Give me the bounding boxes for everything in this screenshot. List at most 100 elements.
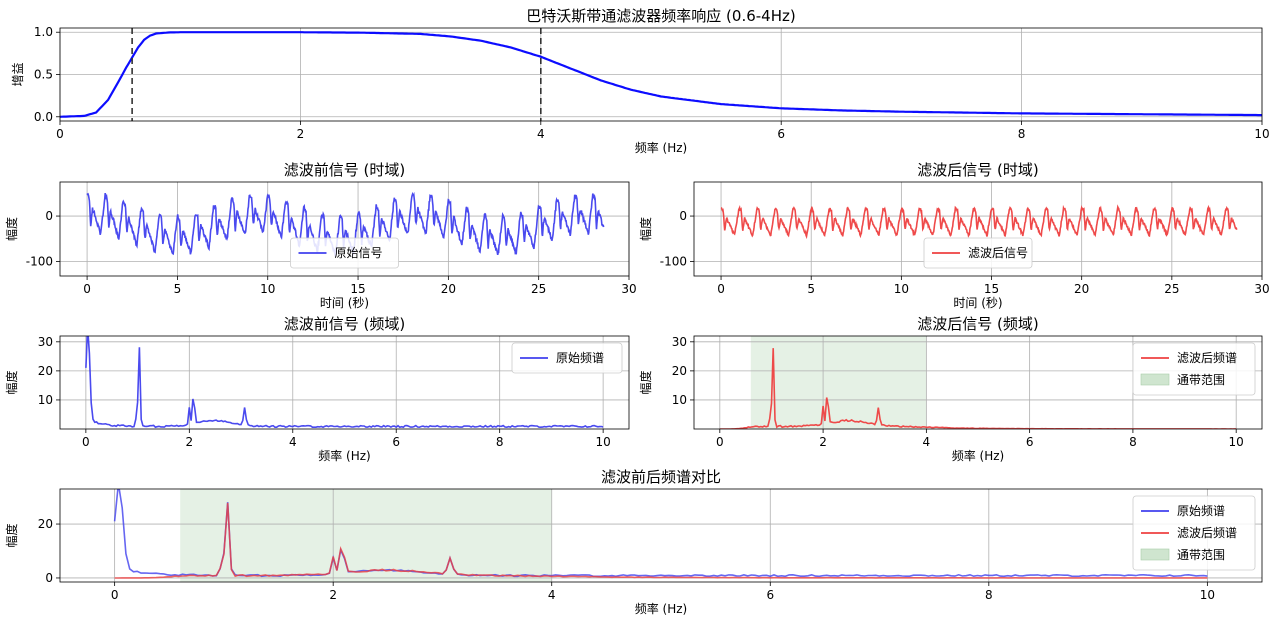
x-tick-label: 8 bbox=[1018, 127, 1026, 141]
chart-title: 滤波前后频谱对比 bbox=[601, 468, 721, 486]
series-group bbox=[85, 336, 604, 429]
legend-label: 原始频谱 bbox=[556, 351, 604, 365]
x-tick-label: 0 bbox=[111, 588, 119, 602]
chart-title: 滤波后信号 (频域) bbox=[917, 315, 1038, 333]
y-tick-label: 0.0 bbox=[34, 110, 53, 124]
x-tick-label: 0 bbox=[716, 435, 724, 449]
legend-box bbox=[290, 237, 399, 269]
x-axis-label: 频率 (Hz) bbox=[635, 601, 688, 616]
x-tick-label: 2 bbox=[819, 435, 827, 449]
series-line bbox=[114, 502, 1208, 579]
series-line bbox=[720, 204, 1238, 240]
legend-box bbox=[923, 237, 1033, 269]
series-line bbox=[60, 31, 1262, 118]
x-tick-label: 30 bbox=[1254, 282, 1269, 296]
legend-swatch bbox=[1140, 548, 1170, 561]
legend-label: 原始频谱 bbox=[1177, 504, 1225, 518]
y-axis-label: 幅度 bbox=[4, 370, 19, 394]
legend-label: 通带范围 bbox=[1177, 373, 1225, 387]
x-tick-label: 4 bbox=[548, 588, 556, 602]
series-line bbox=[85, 336, 604, 429]
passband-region bbox=[750, 336, 927, 429]
x-tick-label: 20 bbox=[441, 282, 456, 296]
x-tick-label: 10 bbox=[260, 282, 275, 296]
x-axis-label: 时间 (秒) bbox=[320, 296, 369, 310]
x-tick-label: 0 bbox=[56, 127, 64, 141]
y-tick-label: 30 bbox=[38, 335, 53, 349]
x-tick-label: 2 bbox=[329, 588, 337, 602]
plot-frame bbox=[59, 488, 1263, 583]
x-tick-label: 15 bbox=[350, 282, 365, 296]
series-line bbox=[86, 191, 605, 258]
chart-panel-1: 0 2 4 6 8 10 0.0 0.5 1.0 巴特沃斯带通滤波器频率响应 (0.6-4Hz) 频… bbox=[11, 7, 1270, 155]
x-tick-label: 15 bbox=[984, 282, 999, 296]
legend-label: 滤波后信号 bbox=[968, 246, 1028, 260]
x-tick-label: 10 bbox=[1200, 588, 1215, 602]
x-tick-label: 25 bbox=[1164, 282, 1179, 296]
y-axis-label: 幅度 bbox=[638, 370, 653, 394]
y-axis-label: 幅度 bbox=[4, 523, 19, 547]
legend: 原始信号 bbox=[290, 237, 399, 269]
x-tick-label: 0 bbox=[717, 282, 725, 296]
legend-label: 通带范围 bbox=[1177, 548, 1225, 562]
x-tick-label: 6 bbox=[777, 127, 785, 141]
x-tick-label: 30 bbox=[621, 282, 636, 296]
plot-frame bbox=[59, 335, 630, 430]
y-axis-label: 幅度 bbox=[4, 217, 19, 241]
y-tick-label: -100 bbox=[660, 254, 687, 268]
chart-panel-4: 0 2 4 6 8 10 10 20 30 滤波前信号 (频域) 频率 (Hz) 幅度 原始频谱 bbox=[4, 315, 630, 463]
y-tick-label: 0 bbox=[45, 571, 53, 585]
y-tick-label: 20 bbox=[38, 364, 53, 378]
y-tick-label: 1.0 bbox=[34, 25, 53, 39]
y-tick-label: 10 bbox=[38, 393, 53, 407]
y-tick-label: 20 bbox=[38, 517, 53, 531]
x-tick-label: 5 bbox=[174, 282, 182, 296]
legend-label: 滤波后频谱 bbox=[1177, 526, 1237, 540]
legend-label: 原始信号 bbox=[335, 246, 383, 260]
y-tick-label: 20 bbox=[672, 364, 687, 378]
x-tick-label: 8 bbox=[985, 588, 993, 602]
x-tick-label: 0 bbox=[83, 282, 91, 296]
plot-frame bbox=[693, 181, 1263, 277]
x-tick-label: 10 bbox=[894, 282, 909, 296]
x-tick-label: 5 bbox=[807, 282, 815, 296]
x-axis-label: 频率 (Hz) bbox=[318, 448, 371, 463]
series-group bbox=[60, 28, 1262, 121]
y-tick-label: 30 bbox=[672, 335, 687, 349]
chart-title: 滤波前信号 (时域) bbox=[284, 161, 405, 179]
x-tick-label: 6 bbox=[1026, 435, 1034, 449]
x-tick-label: 0 bbox=[82, 435, 90, 449]
passband-region bbox=[180, 489, 552, 582]
legend-box bbox=[511, 342, 623, 374]
y-tick-label: 0 bbox=[679, 209, 687, 223]
chart-panel-5: 0 2 4 6 8 10 10 20 30 滤波后信号 (频域) 频率 (Hz) 幅度 滤波后频谱通带范… bbox=[638, 315, 1263, 463]
x-tick-label: 10 bbox=[595, 435, 610, 449]
x-tick-label: 4 bbox=[923, 435, 931, 449]
x-tick-label: 25 bbox=[531, 282, 546, 296]
legend-swatch bbox=[1140, 373, 1170, 386]
chart-title: 滤波后信号 (时域) bbox=[917, 161, 1038, 179]
x-axis-label: 频率 (Hz) bbox=[635, 140, 688, 155]
y-tick-label: 0.5 bbox=[34, 68, 53, 82]
x-tick-label: 2 bbox=[185, 435, 193, 449]
plot-frame bbox=[693, 335, 1263, 430]
chart-title: 巴特沃斯带通滤波器频率响应 (0.6-4Hz) bbox=[526, 7, 795, 25]
y-tick-label: 0 bbox=[45, 209, 53, 223]
y-axis-label: 幅度 bbox=[638, 217, 653, 241]
x-tick-label: 8 bbox=[496, 435, 504, 449]
legend-label: 滤波后频谱 bbox=[1177, 351, 1237, 365]
x-tick-label: 4 bbox=[289, 435, 297, 449]
series-group bbox=[720, 204, 1238, 240]
y-tick-label: 10 bbox=[672, 393, 687, 407]
plot-frame bbox=[59, 27, 1263, 122]
x-tick-label: 8 bbox=[1129, 435, 1137, 449]
x-tick-label: 4 bbox=[537, 127, 545, 141]
series-group bbox=[86, 191, 605, 258]
plot-frame bbox=[59, 181, 630, 277]
